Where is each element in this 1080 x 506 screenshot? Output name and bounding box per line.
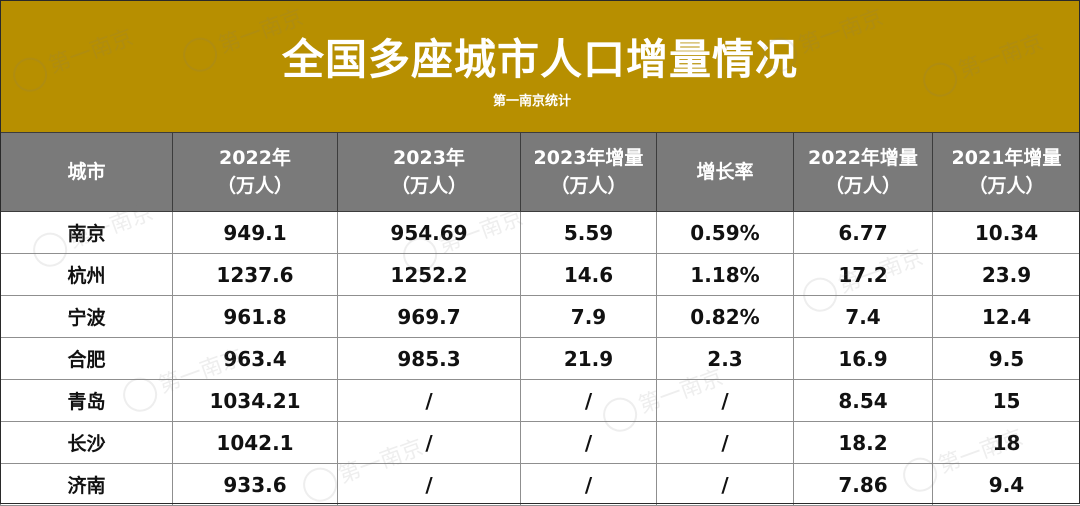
outer-border — [0, 0, 1080, 504]
